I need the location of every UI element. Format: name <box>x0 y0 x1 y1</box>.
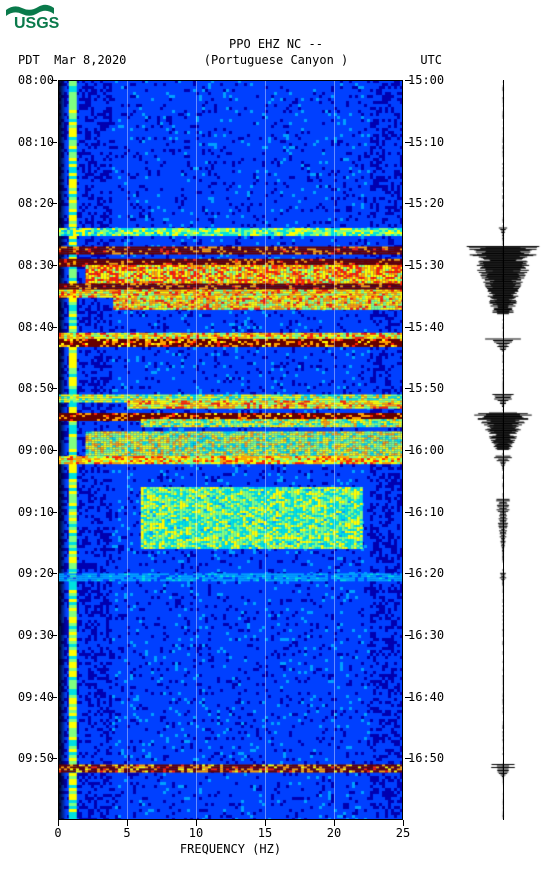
vertical-gridline <box>127 80 128 820</box>
y-tick-left: 08:00 <box>18 73 54 87</box>
y-tick-left: 09:20 <box>18 566 54 580</box>
vertical-gridline <box>196 80 197 820</box>
y-tick-right: 15:00 <box>408 73 444 87</box>
usgs-logo: USGS <box>6 4 106 32</box>
spectrogram-canvas <box>58 80 403 820</box>
y-tick-right: 15:50 <box>408 381 444 395</box>
y-tick-right: 16:50 <box>408 751 444 765</box>
y-tick-left: 09:50 <box>18 751 54 765</box>
x-tick: 5 <box>123 826 130 840</box>
svg-text:USGS: USGS <box>14 15 60 32</box>
y-tick-right: 16:40 <box>408 690 444 704</box>
waveform-panel <box>460 80 546 820</box>
tz-right: UTC <box>420 52 442 68</box>
x-tick: 20 <box>327 826 341 840</box>
y-tick-left: 08:30 <box>18 258 54 272</box>
y-tick-right: 16:00 <box>408 443 444 457</box>
y-tick-right: 15:20 <box>408 196 444 210</box>
y-tick-right: 16:20 <box>408 566 444 580</box>
x-tick: 25 <box>396 826 410 840</box>
title-block: PPO EHZ NC -- PDT Mar 8,2020 (Portuguese… <box>0 36 552 68</box>
vertical-gridline <box>265 80 266 820</box>
y-tick-left: 08:10 <box>18 135 54 149</box>
station-title: PPO EHZ NC -- <box>0 36 552 52</box>
x-axis-label: FREQUENCY (HZ) <box>58 842 403 856</box>
title-subline: PDT Mar 8,2020 (Portuguese Canyon ) UTC <box>0 52 552 68</box>
x-tick: 0 <box>54 826 61 840</box>
spectrogram-plot <box>58 80 403 820</box>
y-tick-right: 15:30 <box>408 258 444 272</box>
y-tick-left: 08:20 <box>18 196 54 210</box>
x-tick: 10 <box>189 826 203 840</box>
y-tick-left: 08:50 <box>18 381 54 395</box>
y-tick-left: 09:30 <box>18 628 54 642</box>
y-tick-left: 09:00 <box>18 443 54 457</box>
y-tick-right: 16:10 <box>408 505 444 519</box>
y-axis-right-utc: 15:0015:1015:2015:3015:4015:5016:0016:10… <box>406 80 462 820</box>
station-location: (Portuguese Canyon ) <box>0 52 552 68</box>
y-tick-right: 15:10 <box>408 135 444 149</box>
y-axis-left-pdt: 08:0008:1008:2008:3008:4008:5009:0009:10… <box>0 80 56 820</box>
x-tick: 15 <box>258 826 272 840</box>
y-tick-left: 08:40 <box>18 320 54 334</box>
y-tick-left: 09:10 <box>18 505 54 519</box>
y-tick-right: 16:30 <box>408 628 444 642</box>
page-root: USGS PPO EHZ NC -- PDT Mar 8,2020 (Portu… <box>0 0 552 892</box>
usgs-logo-svg: USGS <box>6 4 106 32</box>
y-tick-left: 09:40 <box>18 690 54 704</box>
waveform-canvas <box>460 80 546 820</box>
vertical-gridline <box>334 80 335 820</box>
y-tick-right: 15:40 <box>408 320 444 334</box>
